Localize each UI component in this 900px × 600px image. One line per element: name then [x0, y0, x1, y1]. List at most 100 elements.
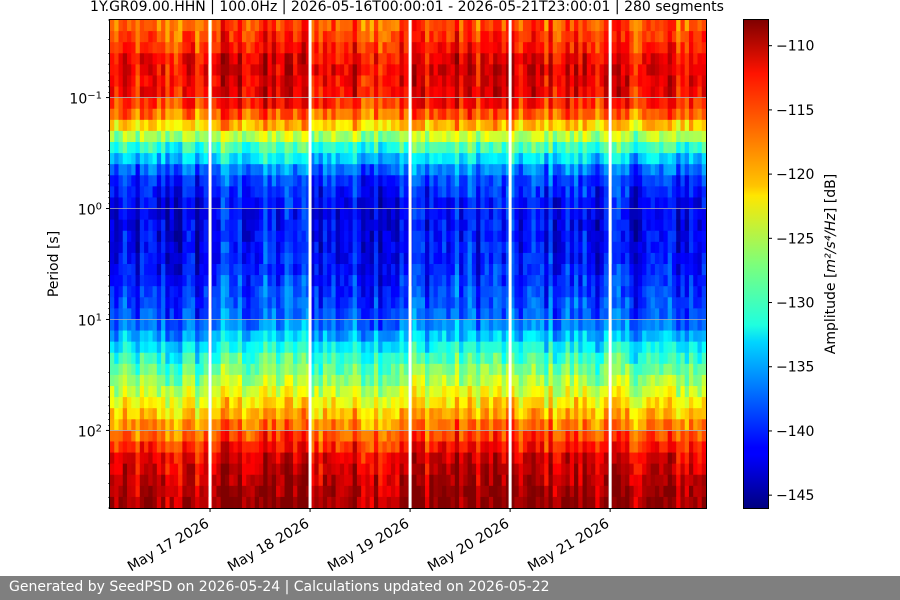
heatmap-cell: [322, 208, 328, 221]
heatmap-cell: [110, 186, 115, 199]
heatmap-cell: [139, 341, 145, 354]
heatmap-cell: [284, 31, 290, 43]
heatmap-cell: [122, 463, 128, 476]
heatmap-cell: [263, 186, 269, 199]
heatmap-cell: [446, 75, 452, 88]
heatmap-cell: [373, 252, 379, 265]
heatmap-cell: [352, 64, 358, 77]
heatmap-cell: [148, 108, 154, 121]
heatmap-cell: [259, 319, 264, 332]
heatmap-cell: [390, 341, 396, 354]
heatmap-cell: [476, 208, 481, 221]
heatmap-cell: [361, 186, 367, 199]
heatmap-cell: [263, 252, 269, 265]
heatmap-cell: [182, 219, 188, 232]
heatmap-cell: [139, 430, 145, 443]
heatmap-cell: [327, 286, 332, 298]
heatmap-cell: [518, 330, 524, 343]
heatmap-cell: [356, 430, 362, 443]
heatmap-cell: [127, 119, 132, 132]
heatmap-cell: [569, 208, 575, 221]
heatmap-cell: [114, 463, 120, 476]
heatmap-cell: [480, 363, 486, 376]
heatmap-cell: [561, 86, 567, 99]
heatmap-cell: [420, 496, 426, 509]
heatmap-cell: [463, 142, 469, 154]
heatmap-cell: [390, 186, 396, 199]
heatmap-cell: [390, 430, 396, 443]
heatmap-cell: [131, 275, 137, 287]
heatmap-cell: [135, 20, 141, 32]
heatmap-cell: [578, 319, 584, 332]
heatmap-cell: [288, 386, 294, 398]
heatmap-cell: [582, 252, 588, 265]
heatmap-cell: [263, 53, 269, 65]
heatmap-cell: [420, 408, 426, 420]
heatmap-cell: [412, 374, 418, 387]
heatmap-cell: [276, 75, 281, 88]
heatmap-cell: [127, 275, 132, 287]
heatmap-cell: [365, 153, 371, 165]
heatmap-cell: [365, 397, 371, 409]
heatmap-cell: [233, 430, 239, 443]
heatmap-cell: [241, 75, 247, 88]
heatmap-cell: [429, 496, 435, 509]
heatmap-cell: [267, 20, 273, 32]
heatmap-cell: [212, 208, 218, 221]
heatmap-cell: [118, 441, 124, 454]
heatmap-cell: [395, 20, 401, 32]
heatmap-cell: [527, 264, 533, 276]
heatmap-cell: [305, 286, 311, 298]
heatmap-cell: [552, 275, 558, 287]
heatmap-cell: [531, 53, 537, 65]
heatmap-cell: [535, 408, 541, 420]
heatmap-cell: [412, 186, 418, 199]
heatmap-cell: [518, 397, 524, 409]
heatmap-cell: [433, 86, 439, 99]
heatmap-cell: [382, 208, 388, 221]
heatmap-cell: [241, 264, 247, 276]
heatmap-cell: [488, 319, 494, 332]
heatmap-cell: [505, 53, 511, 65]
heatmap-cell: [301, 319, 307, 332]
heatmap-cell: [535, 86, 541, 99]
heatmap-cell: [539, 341, 545, 354]
heatmap-cell: [390, 175, 396, 187]
heatmap-cell: [544, 164, 550, 176]
heatmap-cell: [182, 496, 188, 509]
heatmap-cell: [148, 197, 154, 210]
heatmap-cell: [450, 86, 456, 99]
heatmap-cell: [318, 275, 324, 287]
heatmap-cell: [582, 153, 588, 165]
heatmap-cell: [569, 485, 575, 498]
heatmap-cell: [403, 42, 409, 54]
heatmap-cell: [582, 64, 588, 77]
heatmap-cell: [365, 419, 371, 431]
heatmap-cell: [522, 341, 528, 354]
heatmap-cell: [386, 197, 392, 210]
heatmap-cell: [156, 308, 162, 321]
heatmap-cell: [139, 208, 145, 221]
heatmap-cell: [131, 75, 137, 88]
heatmap-cell: [178, 86, 183, 99]
heatmap-cell: [263, 286, 269, 298]
heatmap-cell: [212, 386, 218, 398]
heatmap-cell: [250, 186, 256, 199]
heatmap-cell: [139, 31, 145, 43]
heatmap-cell: [152, 319, 158, 332]
heatmap-cell: [480, 408, 486, 420]
heatmap-cell: [241, 53, 247, 65]
heatmap-cell: [420, 485, 426, 498]
heatmap-cell: [118, 496, 124, 509]
heatmap-cell: [310, 108, 315, 121]
heatmap-cell: [373, 419, 379, 431]
heatmap-cell: [578, 430, 584, 443]
heatmap-cell: [471, 86, 477, 99]
heatmap-cell: [348, 408, 354, 420]
heatmap-cell: [165, 496, 171, 509]
heatmap-cell: [399, 130, 405, 143]
heatmap-cell: [565, 319, 571, 332]
heatmap-cell: [378, 142, 384, 154]
heatmap-cell: [463, 42, 469, 54]
heatmap-cell: [293, 419, 298, 431]
